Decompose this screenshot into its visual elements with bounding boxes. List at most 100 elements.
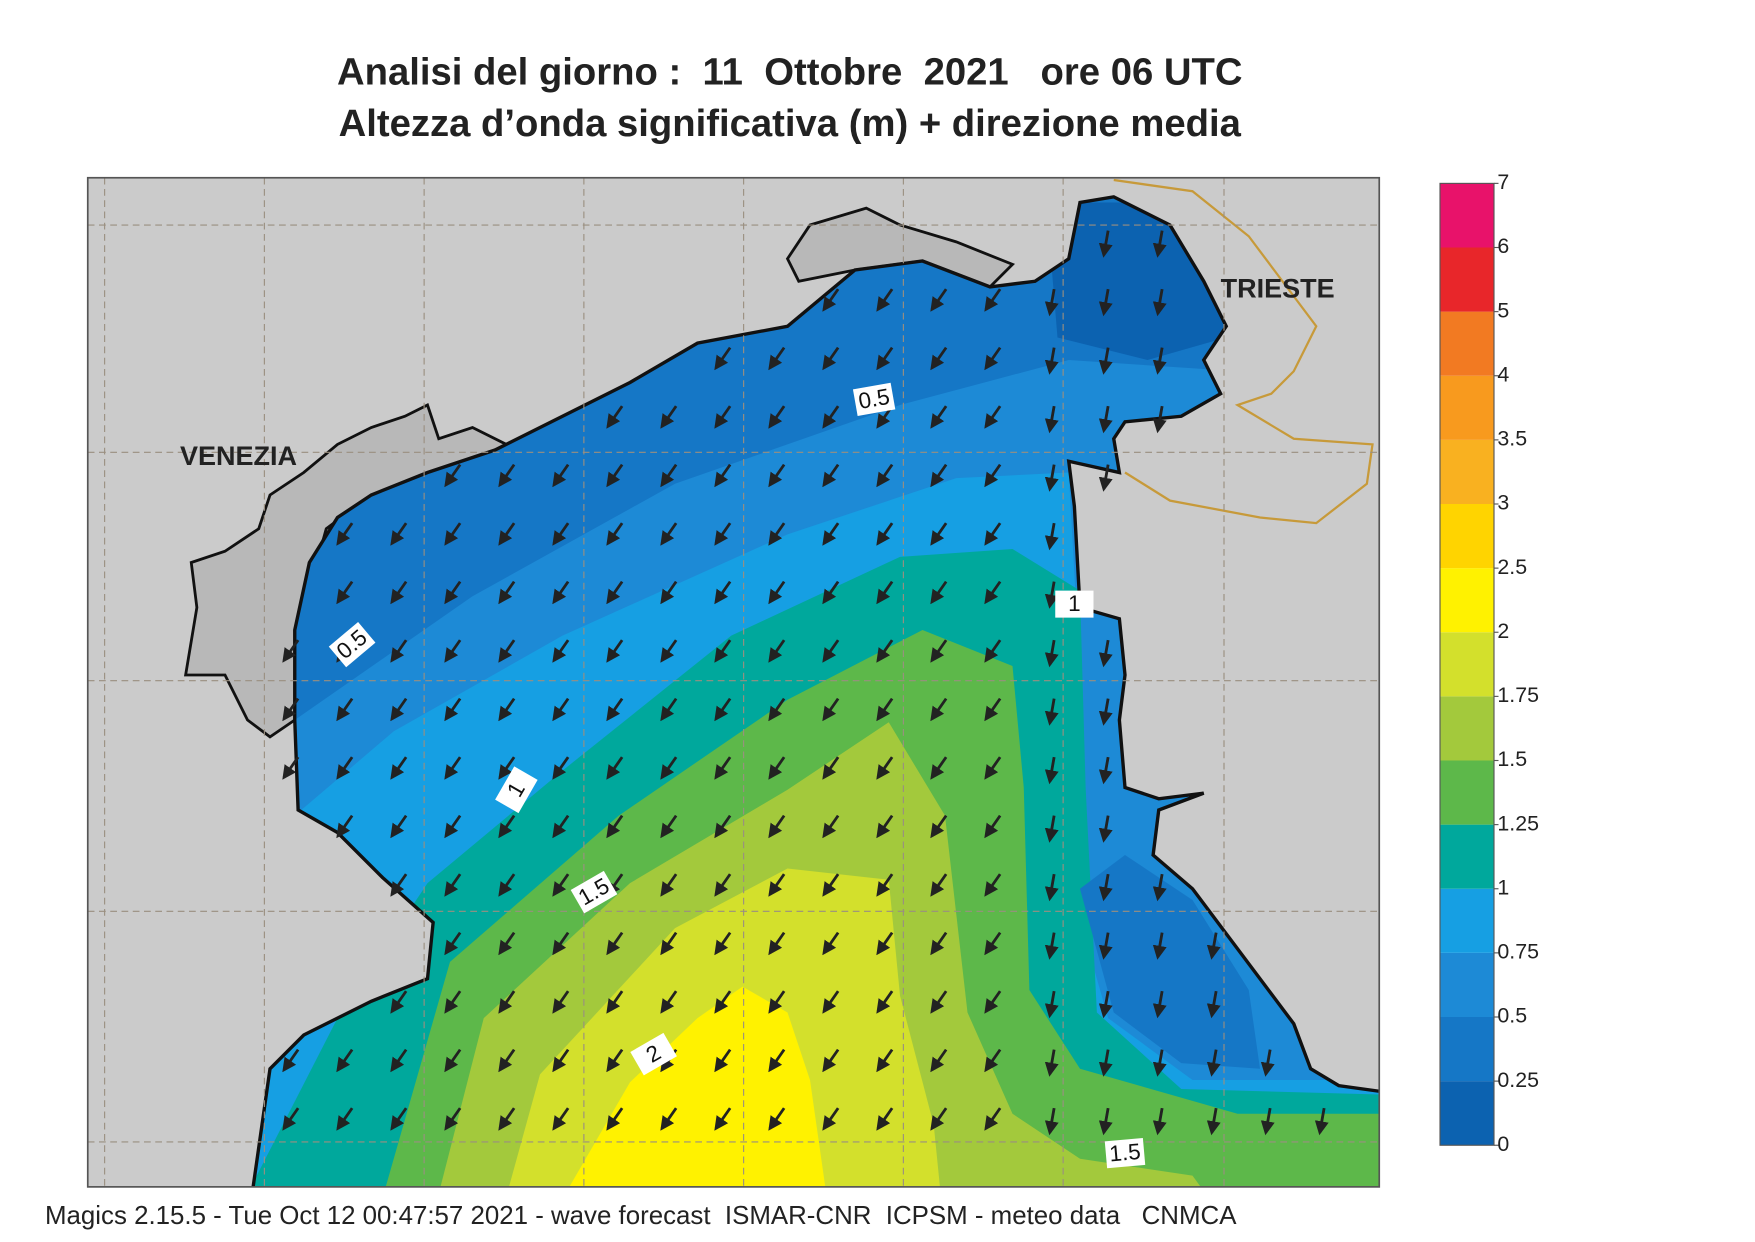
- border: [1113, 178, 1374, 525]
- direction-arrow: [444, 1048, 462, 1073]
- colorbar-swatch: [1440, 632, 1494, 697]
- direction-arrow: [1098, 405, 1113, 434]
- direction-arrow: [552, 990, 570, 1014]
- direction-arrow: [930, 697, 948, 722]
- direction-arrow: [444, 990, 462, 1014]
- direction-arrow: [714, 639, 732, 663]
- direction-arrow: [498, 1048, 516, 1073]
- direction-arrow: [444, 463, 462, 488]
- direction-arrow: [660, 463, 678, 488]
- direction-arrow: [1098, 347, 1113, 375]
- colorbar-swatch: [1440, 183, 1494, 248]
- direction-arrow: [768, 1048, 786, 1073]
- direction-arrow: [876, 580, 894, 605]
- direction-arrow: [768, 639, 786, 663]
- direction-arrow: [1044, 873, 1059, 902]
- direction-arrow: [714, 580, 732, 605]
- direction-arrow: [282, 1048, 300, 1073]
- colorbar-swatch: [1440, 952, 1494, 1017]
- direction-arrow: [1044, 990, 1059, 1019]
- direction-arrow: [768, 405, 786, 429]
- direction-arrow: [984, 697, 1002, 722]
- direction-arrow: [1098, 1107, 1113, 1136]
- direction-arrow: [822, 463, 840, 488]
- direction-arrow: [1044, 405, 1059, 434]
- colorbar-label: 5: [1497, 298, 1509, 322]
- direction-arrow: [606, 405, 624, 429]
- direction-arrow: [1260, 1049, 1275, 1077]
- direction-arrow: [876, 522, 894, 546]
- place-label: TRIESTE: [1221, 273, 1335, 303]
- direction-arrow: [876, 1048, 894, 1073]
- direction-arrow: [876, 814, 894, 839]
- direction-arrow: [714, 814, 732, 839]
- direction-arrow: [660, 697, 678, 722]
- colorbar-label: 4: [1497, 362, 1509, 386]
- direction-arrow: [444, 522, 462, 546]
- footer: Magics 2.15.5 - Tue Oct 12 00:47:57 2021…: [45, 1202, 1237, 1230]
- direction-arrow: [714, 873, 732, 897]
- direction-arrow: [930, 814, 948, 839]
- direction-arrow: [822, 288, 840, 312]
- direction-arrow: [768, 463, 786, 488]
- direction-arrow: [714, 697, 732, 722]
- direction-arrow: [390, 639, 408, 663]
- direction-arrow: [282, 756, 300, 780]
- direction-arrow: [660, 814, 678, 839]
- direction-arrow: [1044, 288, 1059, 317]
- direction-arrow: [1152, 347, 1167, 375]
- direction-arrow: [390, 1048, 408, 1073]
- direction-arrow: [984, 1048, 1002, 1073]
- direction-arrow: [660, 873, 678, 897]
- direction-arrow: [984, 580, 1002, 605]
- direction-arrow: [606, 697, 624, 722]
- direction-arrow: [822, 756, 840, 780]
- label-box: [1055, 590, 1094, 618]
- direction-arrow: [714, 1107, 732, 1131]
- direction-arrow: [1044, 815, 1059, 843]
- direction-arrow: [714, 931, 732, 956]
- direction-arrow: [876, 463, 894, 488]
- direction-arrow: [660, 639, 678, 663]
- direction-arrow: [822, 1048, 840, 1073]
- direction-arrow: [822, 639, 840, 663]
- direction-arrow: [444, 814, 462, 839]
- direction-arrow: [930, 990, 948, 1014]
- colorbar-swatch: [1440, 247, 1494, 312]
- direction-arrow: [822, 580, 840, 605]
- colorbar-label: 1: [1497, 875, 1509, 899]
- colorbar-swatch: [1440, 311, 1494, 376]
- direction-arrow: [660, 931, 678, 956]
- direction-arrow: [606, 814, 624, 839]
- direction-arrow: [498, 814, 516, 839]
- direction-arrow: [876, 346, 894, 371]
- direction-arrow: [930, 931, 948, 956]
- direction-arrow: [822, 522, 840, 546]
- label-box: [852, 382, 896, 416]
- direction-arrow: [768, 931, 786, 956]
- colorbar-label: 0.75: [1497, 940, 1539, 964]
- direction-arrow: [714, 346, 732, 371]
- colorbar-swatch: [1440, 504, 1494, 569]
- direction-arrow: [876, 639, 894, 663]
- direction-arrow: [606, 522, 624, 546]
- colorbar-label: 2.5: [1497, 555, 1527, 579]
- direction-arrow: [822, 873, 840, 897]
- direction-arrow: [552, 580, 570, 605]
- label-box: [570, 870, 618, 914]
- direction-arrow: [1260, 1107, 1275, 1136]
- direction-arrow: [1152, 1107, 1167, 1136]
- direction-arrow: [552, 814, 570, 839]
- direction-arrow: [336, 756, 354, 780]
- direction-arrow: [552, 463, 570, 488]
- colorbar-swatch: [1440, 760, 1494, 825]
- colorbar-swatch: [1440, 696, 1494, 761]
- lagoon: [785, 206, 1016, 289]
- subtitle: Altezza d’onda significativa (m) + direz…: [339, 102, 1242, 145]
- direction-arrow: [1044, 1049, 1059, 1077]
- direction-arrow: [984, 873, 1002, 897]
- coastline: [251, 195, 1380, 1187]
- direction-arrow: [1098, 932, 1113, 960]
- direction-arrow: [444, 580, 462, 605]
